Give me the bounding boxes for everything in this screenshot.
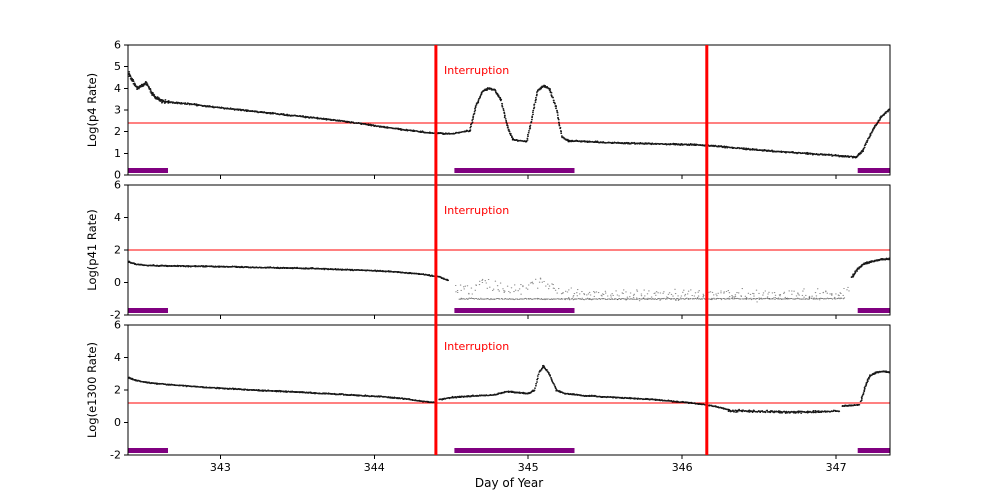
panel-1: 0 1 2 3 4 5 6 <box>114 39 891 182</box>
y-axis-label-p41: Log(p41 Rate) <box>85 209 99 290</box>
scatter-series <box>128 260 450 282</box>
y-axis-label-p4: Log(p4 Rate) <box>85 73 99 147</box>
y-tick-label: 5 <box>114 60 121 73</box>
y-tick-label: 2 <box>114 125 121 138</box>
interruption-label-panel-1: Interruption <box>444 64 509 77</box>
y-tick-label: 6 <box>114 39 121 52</box>
y-tick-label: 1 <box>114 147 121 160</box>
x-tick-label: 343 <box>210 461 231 474</box>
y-tick-label: 4 <box>114 351 121 364</box>
coverage-bar <box>857 168 890 173</box>
y-tick-label: 0 <box>114 416 121 429</box>
scatter-series <box>167 101 471 135</box>
y-tick-label: 0 <box>114 169 121 182</box>
coverage-bar <box>857 448 890 453</box>
scatter-series <box>438 364 730 411</box>
scatter-series <box>841 403 861 407</box>
interruption-label-panel-3: Interruption <box>444 340 509 353</box>
x-tick-label: 347 <box>826 461 847 474</box>
scatter-series <box>859 370 891 403</box>
scatter-series <box>525 84 570 143</box>
scatter-series <box>850 257 891 278</box>
x-tick-label: 346 <box>672 461 693 474</box>
scatter-series <box>511 138 528 143</box>
coverage-bar <box>454 308 575 313</box>
x-tick-label: 345 <box>518 461 539 474</box>
interruption-label-panel-2: Interruption <box>444 204 509 217</box>
coverage-bar <box>454 448 575 453</box>
scatter-series <box>454 277 850 303</box>
y-tick-label: -2 <box>110 449 121 462</box>
y-tick-label: 4 <box>114 82 121 95</box>
scatter-series <box>567 139 858 159</box>
y-tick-label: 0 <box>114 276 121 289</box>
scatter-series <box>727 408 841 414</box>
coverage-bar <box>128 448 168 453</box>
panel-3: -2 0 2 4 6 343 344 345 346 347 <box>110 319 891 474</box>
y-axis-label-e1300: Log(e1300 Rate) <box>85 342 99 438</box>
y-tick-label: 4 <box>114 211 121 224</box>
x-axis-label: Day of Year <box>475 476 543 490</box>
scatter-series <box>128 71 170 104</box>
coverage-bar <box>128 308 168 313</box>
coverage-bar <box>454 168 575 173</box>
scatter-series <box>855 108 891 158</box>
y-tick-label: -2 <box>110 309 121 322</box>
coverage-bar <box>857 308 890 313</box>
x-tick-label: 344 <box>364 461 385 474</box>
y-tick-label: 2 <box>114 384 121 397</box>
scatter-series <box>468 87 514 141</box>
coverage-bar <box>128 168 168 173</box>
y-tick-label: 6 <box>114 319 121 332</box>
scatter-series <box>128 376 438 404</box>
y-tick-label: 3 <box>114 104 121 117</box>
y-tick-label: 2 <box>114 244 121 257</box>
y-tick-label: 6 <box>114 179 121 192</box>
scatter-series <box>458 297 846 301</box>
panel-2: -2 0 2 4 6 <box>110 179 891 322</box>
